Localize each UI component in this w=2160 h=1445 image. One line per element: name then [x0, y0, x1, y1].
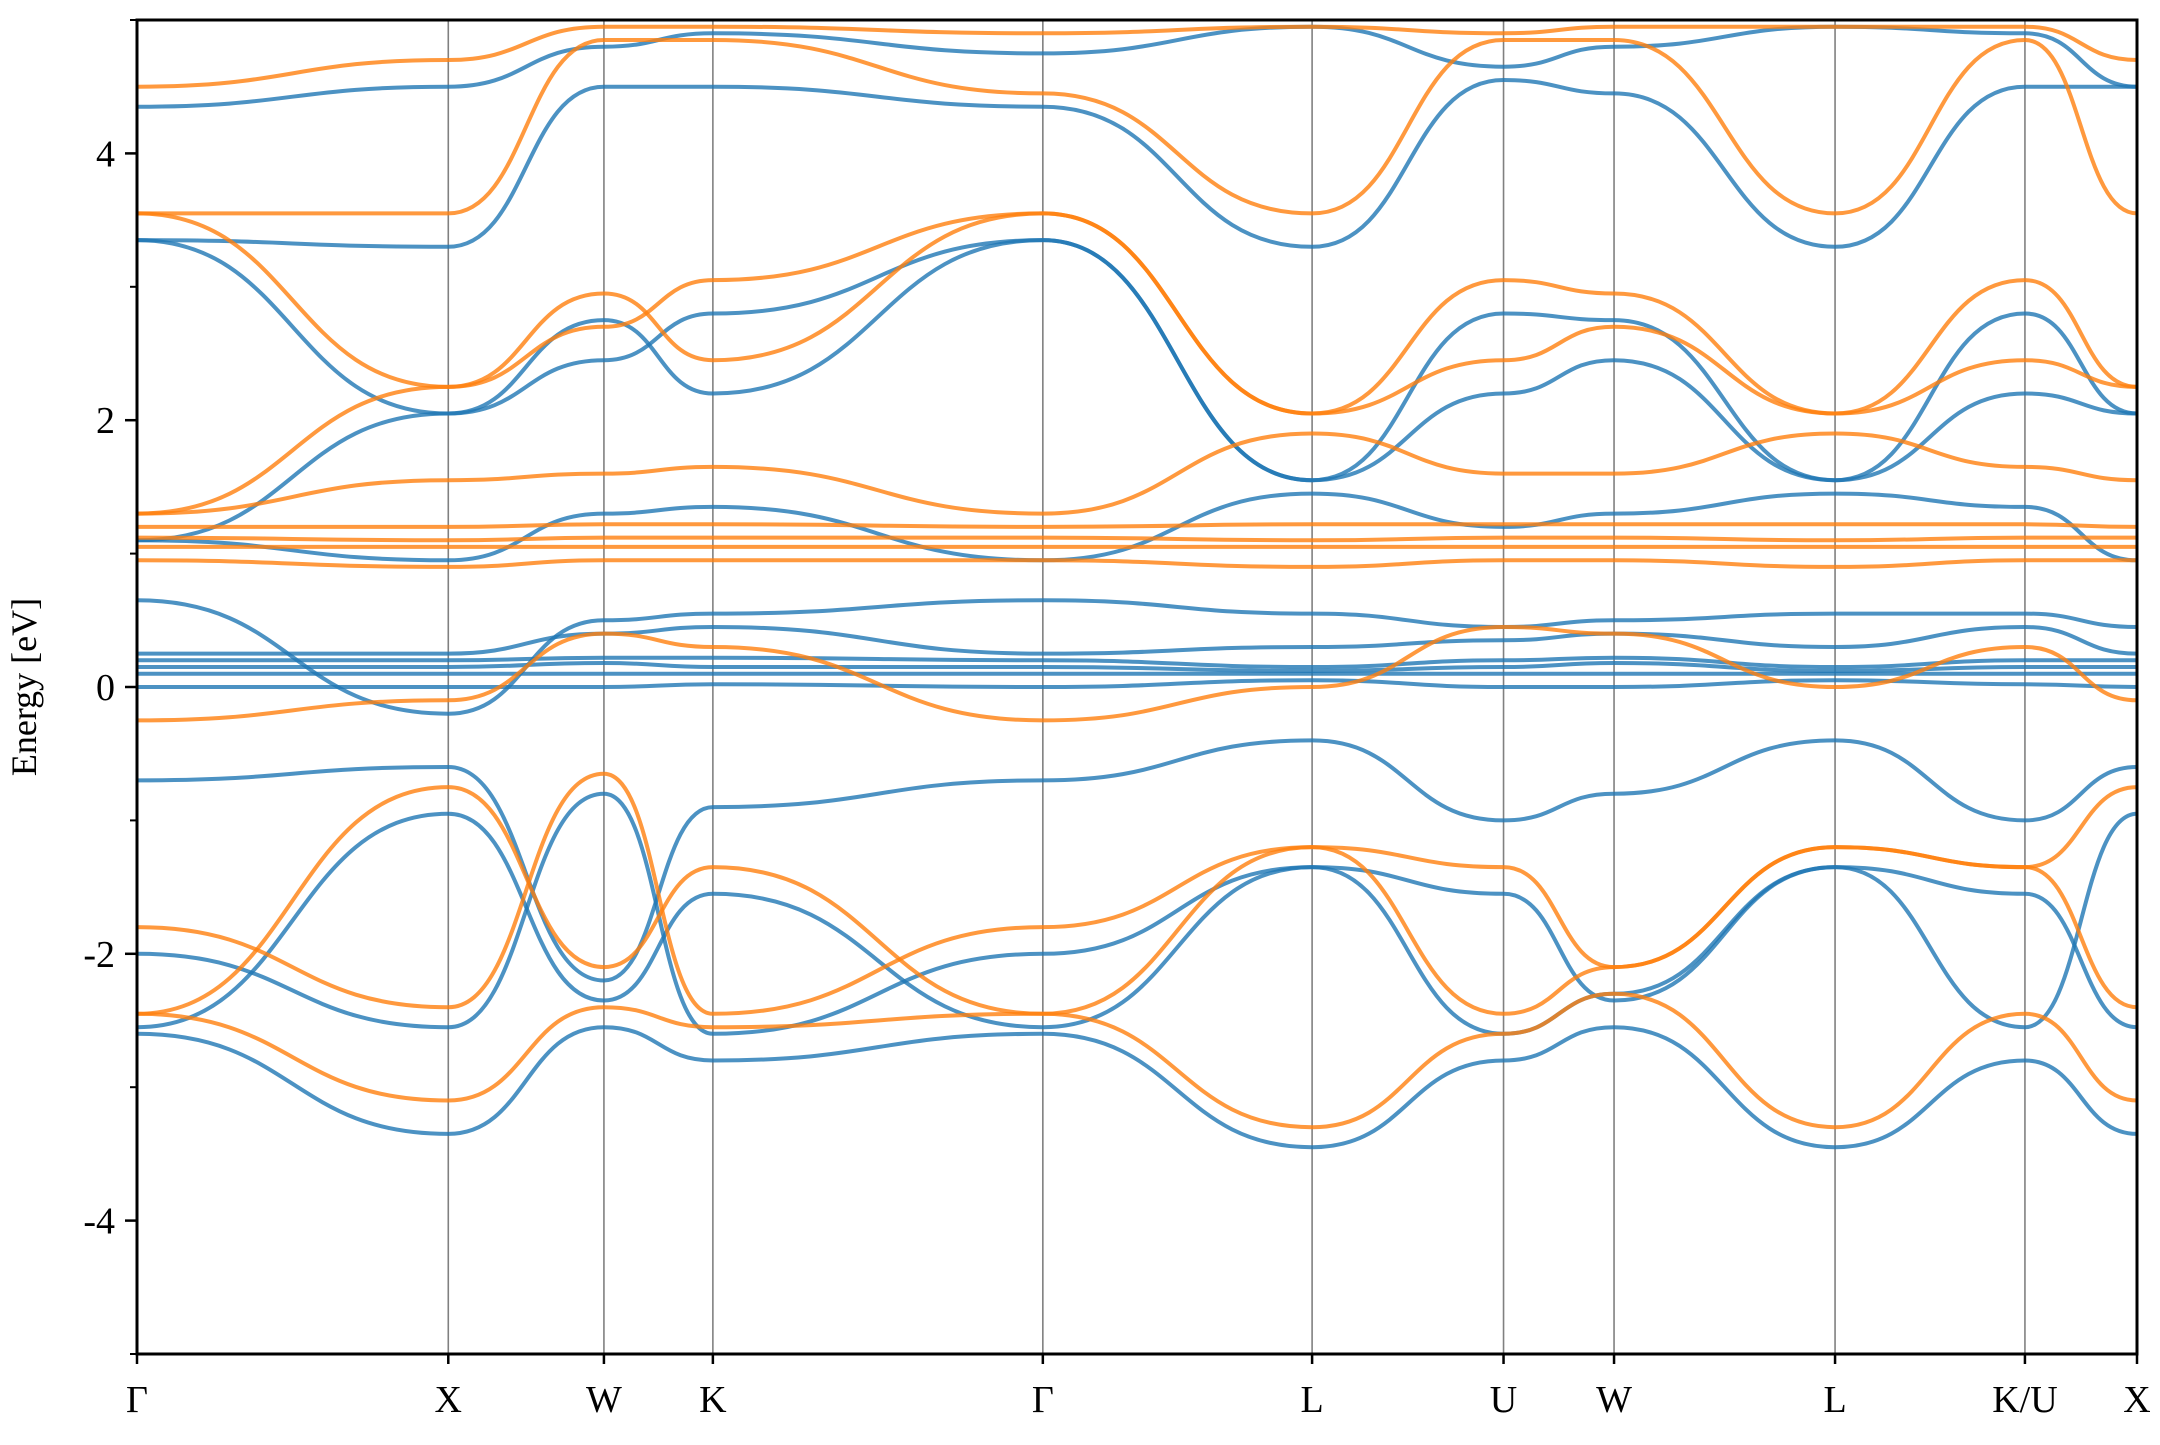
x-tick-label: X: [2123, 1379, 2150, 1421]
band-spin-down: [137, 522, 2138, 529]
band-spin-up: [137, 678, 2138, 690]
band-spin-down: [136, 771, 2138, 1016]
band-spin-up: [136, 598, 2138, 716]
x-tick-label: W: [1596, 1379, 1632, 1421]
x-tick-label: U: [1490, 1379, 1517, 1421]
band-spin-down: [136, 991, 2138, 1130]
bands: [136, 24, 2138, 1150]
y-tick-label: 2: [96, 400, 115, 442]
band-spin-down: [136, 785, 2138, 1016]
x-tick-label: K/U: [1992, 1379, 2057, 1421]
x-tick-label: Γ: [1032, 1379, 1054, 1421]
y-tick-label: -2: [83, 934, 115, 976]
band-spin-up: [136, 661, 2137, 673]
band-spin-down: [137, 37, 2138, 216]
band-spin-up: [136, 238, 2138, 483]
x-tick-label: K: [699, 1379, 727, 1421]
y-tick-label: 0: [96, 667, 115, 709]
band-spin-up: [136, 24, 2138, 109]
x-tick-label: W: [586, 1379, 622, 1421]
band-spin-down: [136, 558, 2137, 569]
y-tick-label: 4: [96, 133, 115, 175]
x-tick-label: Γ: [126, 1379, 148, 1421]
band-spin-up: [137, 655, 2137, 669]
band-spin-up: [136, 78, 2137, 249]
y-axis-ticks: -4 -2 0 2 4: [83, 19, 137, 1355]
band-spin-down: [136, 535, 2137, 543]
x-axis-ticks: Γ X W K Γ L U W L K/U X: [126, 1354, 2151, 1421]
x-tick-label: L: [1300, 1379, 1323, 1421]
band-spin-up: [136, 1025, 2138, 1150]
band-spin-down: [136, 211, 2138, 416]
y-axis-label: Energy [eV]: [4, 598, 44, 776]
band-spin-up: [136, 791, 2138, 1036]
kpoint-lines: [447, 20, 2026, 1354]
band-spin-down: [136, 431, 2138, 516]
y-tick-label: -4: [83, 1201, 115, 1243]
x-tick-label: L: [1823, 1379, 1846, 1421]
x-tick-label: X: [435, 1379, 462, 1421]
band-spin-up: [137, 625, 2138, 656]
band-spin-down: [136, 24, 2138, 89]
band-spin-down: [136, 625, 2138, 723]
band-spin-up: [136, 738, 2138, 983]
